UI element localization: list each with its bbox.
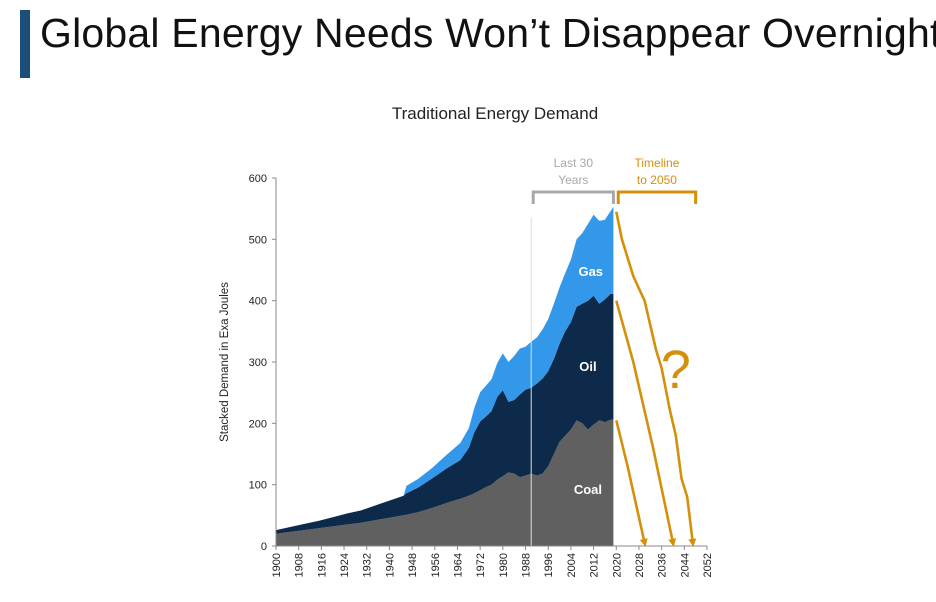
x-tick-label: 2012 xyxy=(589,553,601,577)
x-tick-label: 2028 xyxy=(634,553,646,577)
timeline-2050-label-line2: to 2050 xyxy=(637,173,677,187)
x-tick-label: 1908 xyxy=(294,553,306,577)
title-accent-bar xyxy=(20,10,30,78)
y-tick-label: 200 xyxy=(249,418,267,430)
y-axis-label: Stacked Demand in Exa Joules xyxy=(219,282,231,442)
x-tick-label: 2020 xyxy=(611,553,623,577)
series-label-coal: Coal xyxy=(574,482,602,497)
chart-title: Traditional Energy Demand xyxy=(391,104,599,123)
series-area-gas xyxy=(276,206,614,531)
coal-projection-arrow xyxy=(615,419,648,547)
y-tick-label: 400 xyxy=(249,296,267,308)
x-tick-label: 2044 xyxy=(679,553,691,577)
series-label-gas: Gas xyxy=(578,264,603,279)
gas-projection-arrow xyxy=(615,211,697,547)
x-tick-label: 2004 xyxy=(566,553,578,577)
projection-arrows xyxy=(615,211,697,547)
x-tick-label: 2052 xyxy=(702,553,714,577)
x-tick-label: 1996 xyxy=(543,553,555,577)
tick-labels: 0 100 200 300 400 500 600 1900 1908 1916 1924 1932 1… xyxy=(249,173,714,577)
x-tick-label: 1956 xyxy=(430,553,442,577)
x-tick-label: 1964 xyxy=(452,553,464,577)
y-tick-label: 100 xyxy=(249,480,267,492)
oil-projection-arrow xyxy=(615,300,677,547)
y-tick-label: 300 xyxy=(249,357,267,369)
timeline-2050-label-line1: Timeline xyxy=(635,156,680,170)
x-tick-label: 1932 xyxy=(362,553,374,577)
x-tick-label: 1988 xyxy=(521,553,533,577)
x-tick-label: 1900 xyxy=(271,553,283,577)
x-tick-label: 1980 xyxy=(498,553,510,577)
timeline-2050-bracket xyxy=(616,190,698,204)
last-30-years-label-line1: Last 30 xyxy=(554,156,594,170)
series-label-oil: Oil xyxy=(579,359,596,374)
x-tick-label: 1972 xyxy=(475,553,487,577)
x-tick-label: 1916 xyxy=(316,553,328,577)
question-mark: ? xyxy=(661,340,691,400)
last-30-years-bracket xyxy=(531,190,615,204)
x-tick-label: 2036 xyxy=(657,553,669,577)
axes xyxy=(272,177,708,550)
series-area-coal xyxy=(276,419,614,546)
y-tick-label: 500 xyxy=(249,234,267,246)
annotation-brackets: Last 30 Years Timeline to 2050 xyxy=(531,156,698,204)
area-layer xyxy=(276,206,614,546)
page-title: Global Energy Needs Won’t Disappear Over… xyxy=(40,10,936,56)
x-tick-label: 1948 xyxy=(407,553,419,577)
series-area-oil xyxy=(276,293,614,534)
y-tick-label: 0 xyxy=(261,541,267,553)
x-tick-label: 1940 xyxy=(384,553,396,577)
last-30-years-label-line2: Years xyxy=(558,173,588,187)
series-labels: Coal Oil Gas xyxy=(574,264,603,497)
x-tick-label: 1924 xyxy=(339,553,351,577)
y-tick-label: 600 xyxy=(249,173,267,185)
